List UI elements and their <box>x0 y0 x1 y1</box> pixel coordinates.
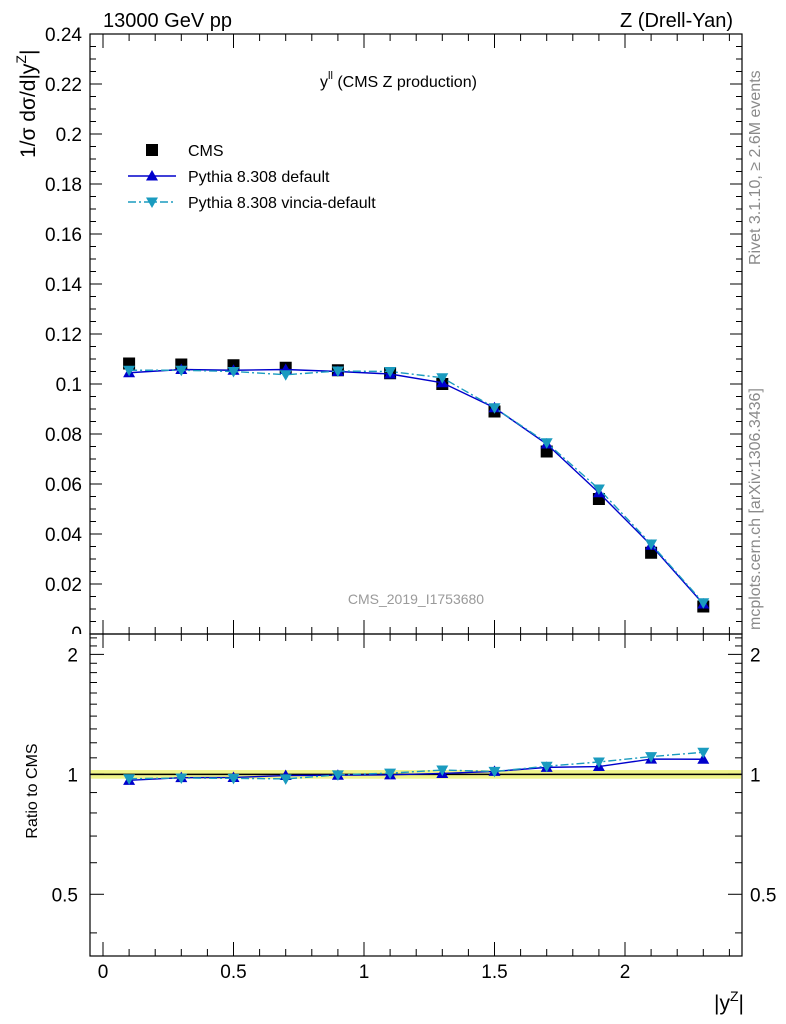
y-tick-label: 0.04 <box>45 525 82 546</box>
x-tick-label: 1.5 <box>481 962 507 983</box>
ratio-frame <box>89 633 743 957</box>
main-data-point <box>697 598 710 609</box>
y-tick-label: 0.16 <box>45 225 82 246</box>
y-tick-label: 0.12 <box>45 325 82 346</box>
y-tick-label: 0.02 <box>45 575 82 596</box>
main-data-point <box>384 367 397 378</box>
y-tick-label: 0.08 <box>45 425 82 446</box>
ratio-tick-label-left: 0.5 <box>52 885 78 906</box>
legend-marker <box>146 170 158 181</box>
main-data-point <box>540 438 553 449</box>
plot-title: yll (CMS Z production) <box>320 70 477 91</box>
ratio-axis-label: Ratio to CMS <box>24 743 41 838</box>
ratio-data-point <box>592 757 605 768</box>
y-axis-label: 1/σ dσ/d|yZ| <box>13 50 40 158</box>
x-tick-label: 0 <box>98 962 109 983</box>
x-axis-label: |yZ| <box>714 988 744 1015</box>
ratio-data-point <box>488 766 501 778</box>
main-frame <box>89 33 743 635</box>
y-tick-label-zero: 0 <box>71 624 82 645</box>
ratio-tick-label-left: 2 <box>67 645 78 666</box>
watermark: CMS_2019_I1753680 <box>348 591 484 607</box>
legend-label: CMS <box>188 143 224 160</box>
y-tick-label: 0.2 <box>56 125 82 146</box>
ratio-data-point <box>645 752 658 763</box>
y-tick-label: 0.22 <box>45 75 82 96</box>
y-tick-label: 0.1 <box>56 375 82 396</box>
ratio-data-point <box>331 770 344 781</box>
x-tick-label: 1 <box>359 962 370 983</box>
rivet-info: Rivet 3.1.10, ≥ 2.6M events <box>747 70 764 265</box>
main-series-line-2 <box>129 369 704 604</box>
legend-label: Pythia 8.308 default <box>188 169 330 186</box>
ratio-tick-label-right: 2 <box>750 645 761 666</box>
main-data-point <box>279 370 292 381</box>
ratio-series-line-0 <box>129 758 704 782</box>
ratio-tick-label-right: 1 <box>750 765 761 786</box>
y-tick-label: 0.18 <box>45 175 82 196</box>
legend-marker <box>146 144 158 156</box>
legend-marker <box>146 197 158 208</box>
ratio-data-point <box>697 747 710 759</box>
main-data-point <box>488 403 501 414</box>
main-series-line-1 <box>129 368 704 605</box>
main-data-point <box>175 365 188 377</box>
header-left: 13000 GeV pp <box>103 10 232 32</box>
ratio-data-point <box>697 753 710 764</box>
main-data-point <box>123 365 136 377</box>
ratio-data-point <box>175 773 188 785</box>
main-data-point <box>592 484 605 495</box>
legend: CMS Pythia 8.308 default Pythia 8.308 vinc… <box>128 143 376 212</box>
ratio-data-point <box>540 761 553 773</box>
ratio-tick-label-left: 1 <box>67 765 78 786</box>
main-data-point <box>227 367 240 378</box>
y-tick-label: 0.24 <box>45 25 82 46</box>
x-tick-label: 0.5 <box>220 962 246 983</box>
ratio-data-point <box>123 774 136 785</box>
header-right: Z (Drell-Yan) <box>620 10 733 32</box>
y-tick-label: 0.14 <box>45 275 82 296</box>
ratio-tick-label-right: 0.5 <box>750 885 776 906</box>
main-data-point <box>645 539 658 550</box>
ratio-data-point <box>384 768 397 780</box>
mcplots-info: mcplots.cern.ch [arXiv:1306.3436] <box>747 388 764 630</box>
legend-label: Pythia 8.308 vincia-default <box>188 195 376 212</box>
main-panel <box>123 357 710 613</box>
main-data-point <box>436 373 449 384</box>
ratio-data-point <box>436 765 449 777</box>
y-tick-label: 0.06 <box>45 475 82 496</box>
ratio-panel <box>90 747 742 785</box>
ratio-data-point <box>227 773 240 785</box>
main-data-point <box>331 366 344 377</box>
ratio-data-point <box>279 774 292 785</box>
x-tick-label: 2 <box>620 962 631 983</box>
